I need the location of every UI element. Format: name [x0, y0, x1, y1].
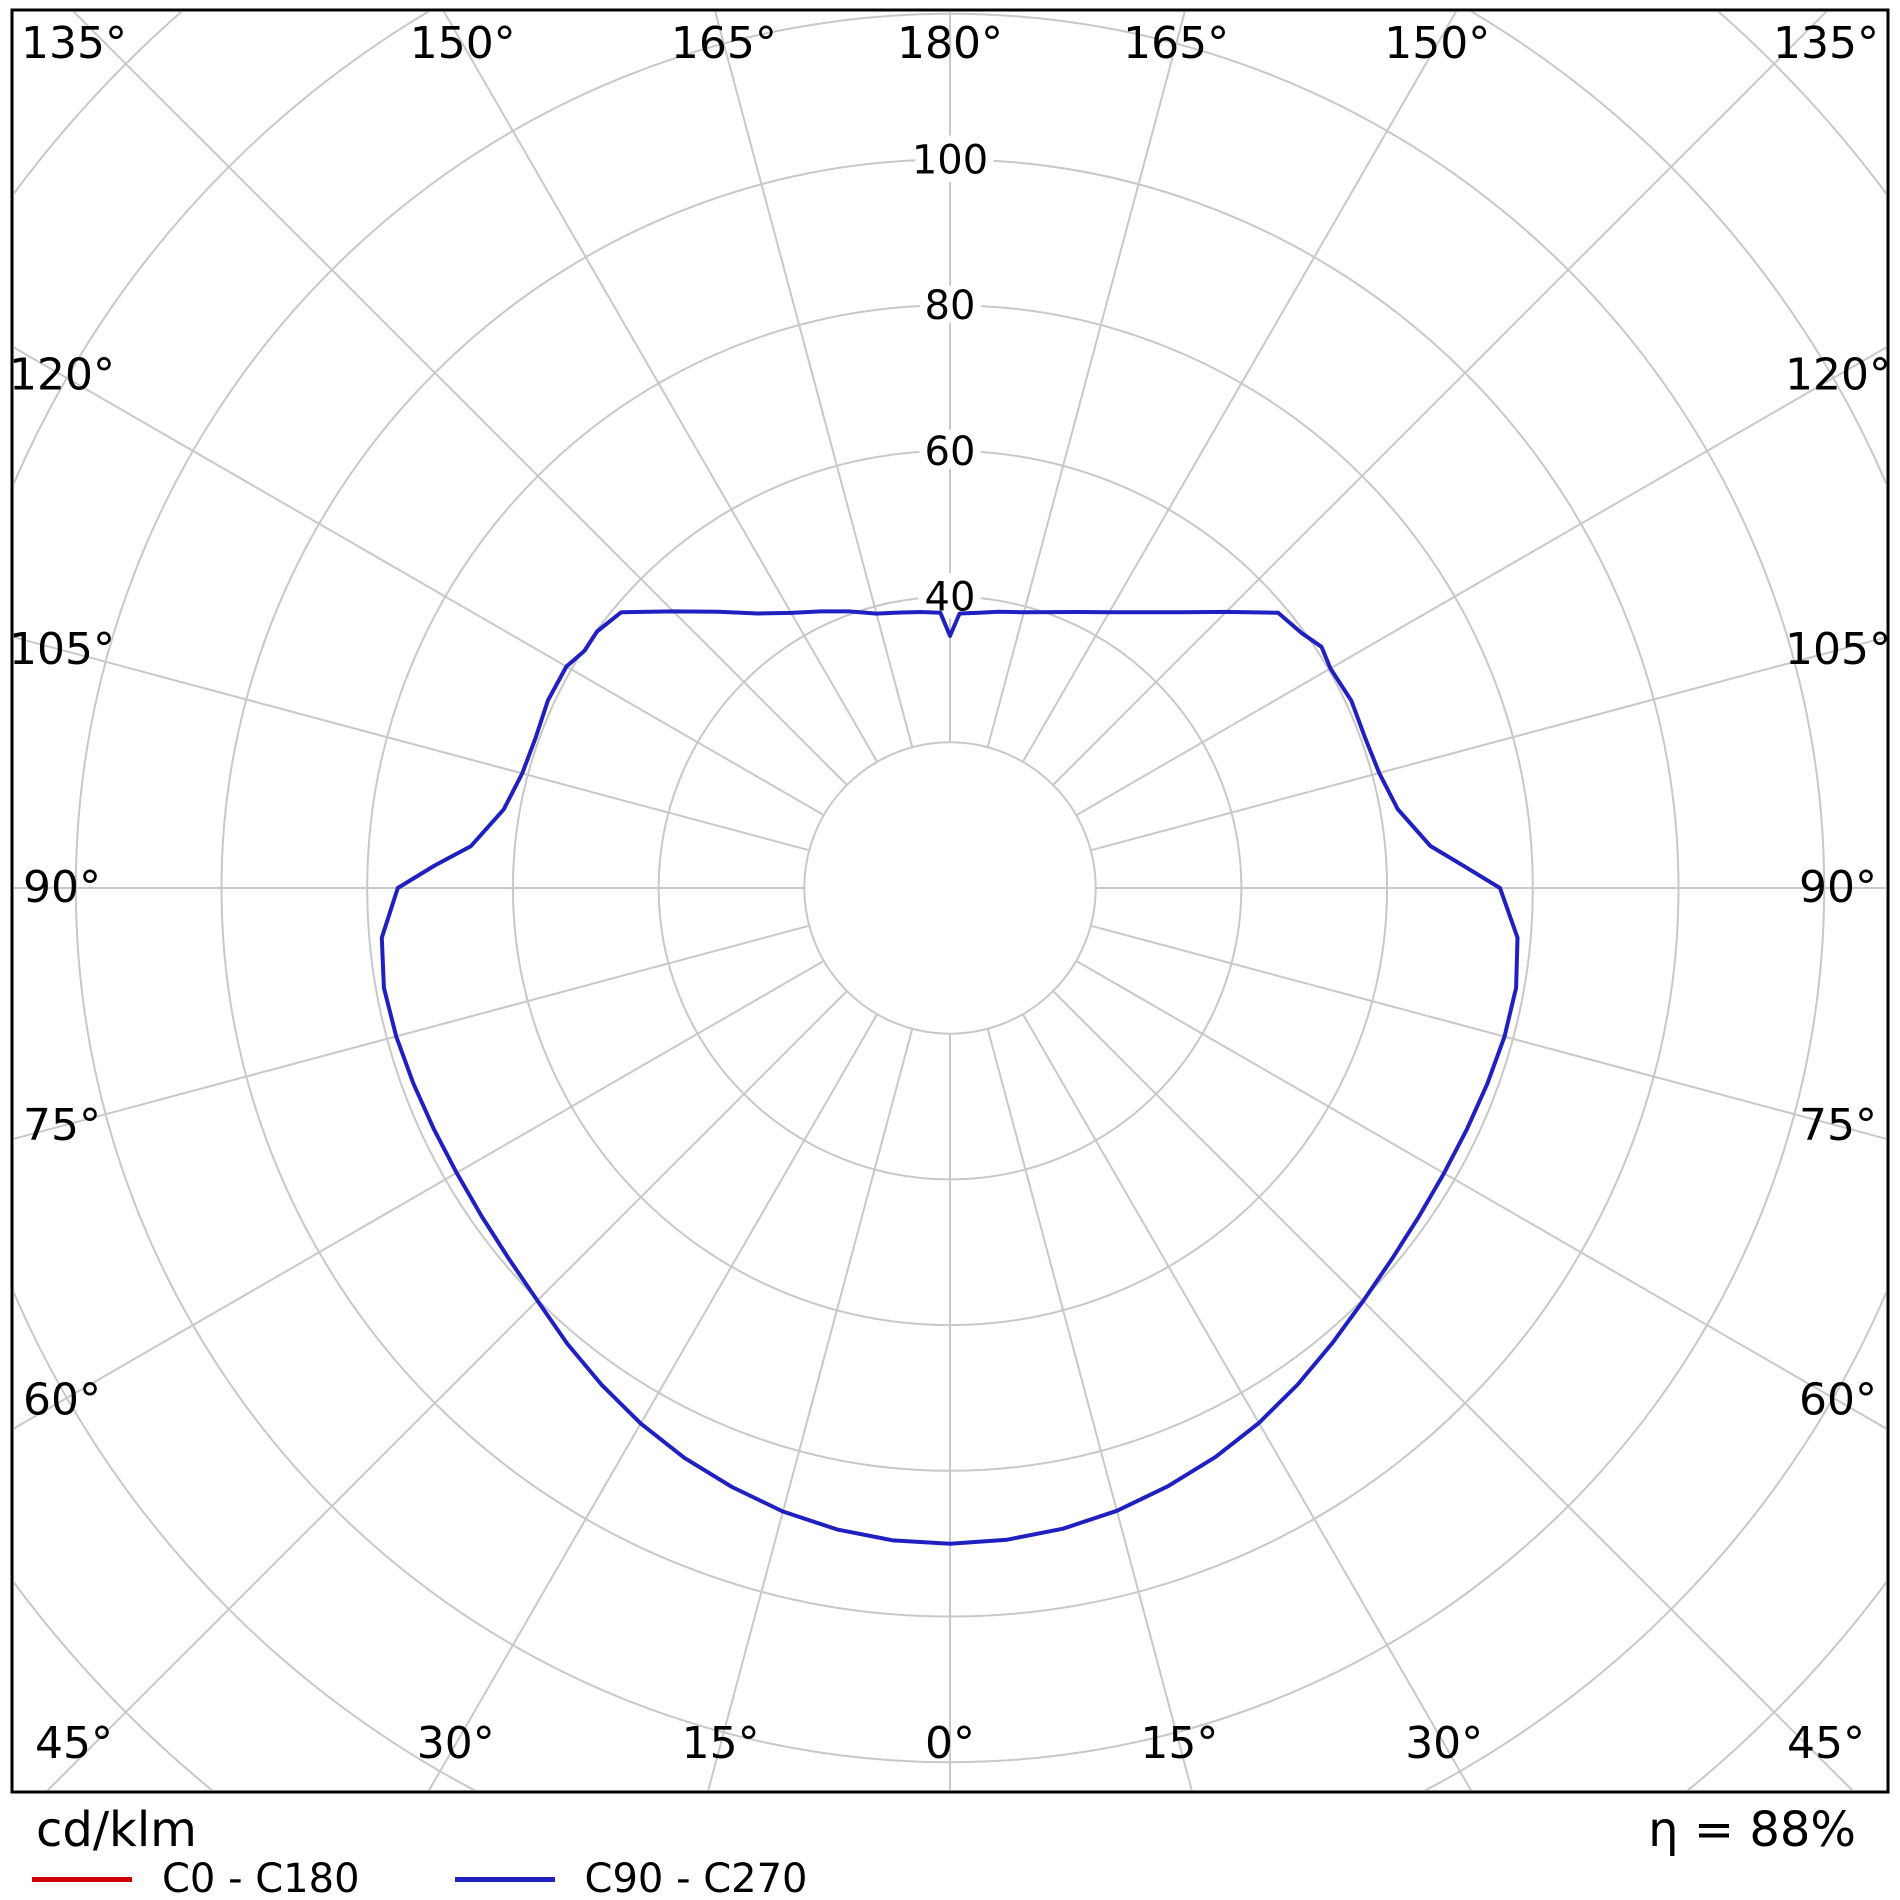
ring-tick-label: 100: [912, 138, 988, 184]
angle-tick-label: 0°: [925, 1718, 975, 1769]
grid-spoke: [986, 12, 1186, 748]
angle-tick-label: 45°: [1787, 1718, 1865, 1769]
grid-spoke: [14, 346, 825, 816]
angle-tick-label: 120°: [9, 349, 115, 400]
grid-spoke: [1075, 960, 1886, 1430]
grid-spoke: [14, 960, 825, 1430]
angle-tick-label: 45°: [35, 1718, 113, 1769]
grid-spoke: [1052, 990, 1854, 1790]
grid-spoke: [14, 924, 810, 1140]
grid-spoke: [1090, 924, 1886, 1140]
grid-spoke: [1090, 636, 1886, 852]
grid-spoke: [1022, 1013, 1472, 1790]
angle-tick-label: 90°: [1799, 862, 1877, 913]
angle-tick-label: 30°: [417, 1718, 495, 1769]
angle-tick-label: 180°: [897, 18, 1003, 69]
ring-tick-label: 80: [925, 283, 976, 329]
legend: C0 - C180 C90 - C270: [32, 1856, 808, 1900]
c90-c270-curve: [379, 609, 1520, 1546]
angle-tick-label: 15°: [682, 1718, 760, 1769]
c0-c180-legend-swatch: [32, 1876, 132, 1882]
grid-spoke: [986, 1028, 1193, 1790]
c90-c270-legend-label: C90 - C270: [584, 1856, 808, 1900]
c0-c180-legend-label: C0 - C180: [162, 1856, 360, 1900]
unit-label: cd/klm: [36, 1802, 197, 1858]
grid-spoke: [443, 12, 878, 763]
angle-tick-label: 105°: [9, 624, 115, 675]
grid-spoke: [707, 1028, 914, 1790]
angle-tick-label: 150°: [410, 18, 516, 69]
efficiency-label: η = 88%: [1648, 1802, 1856, 1858]
grid-spoke: [14, 636, 810, 852]
angle-tick-label: 15°: [1140, 1718, 1218, 1769]
angle-tick-label: 60°: [1799, 1375, 1877, 1426]
angle-tick-label: 30°: [1405, 1718, 1483, 1769]
angle-tick-label: 135°: [21, 18, 127, 69]
angle-tick-label: 150°: [1384, 18, 1490, 69]
angle-tick-label: 90°: [23, 862, 101, 913]
grid-spoke: [1022, 12, 1457, 763]
grid-spoke: [428, 1013, 878, 1790]
angle-tick-label: 60°: [23, 1375, 101, 1426]
grid-spoke: [714, 12, 914, 748]
angle-tick-label: 165°: [1123, 18, 1229, 69]
grid-spoke: [1075, 346, 1886, 817]
ring-tick-label: 60: [925, 429, 976, 475]
c90-c270-legend-swatch: [454, 1876, 555, 1882]
angle-tick-label: 120°: [1785, 349, 1891, 400]
angle-tick-label: 105°: [1785, 624, 1891, 675]
angle-tick-label: 135°: [1773, 18, 1879, 69]
grid-spoke: [72, 12, 848, 786]
grid-spoke: [46, 990, 848, 1790]
angle-tick-label: 75°: [1799, 1100, 1877, 1151]
angle-tick-label: 165°: [671, 18, 777, 69]
angle-tick-label: 75°: [23, 1100, 101, 1151]
grid-spoke: [1052, 12, 1828, 786]
